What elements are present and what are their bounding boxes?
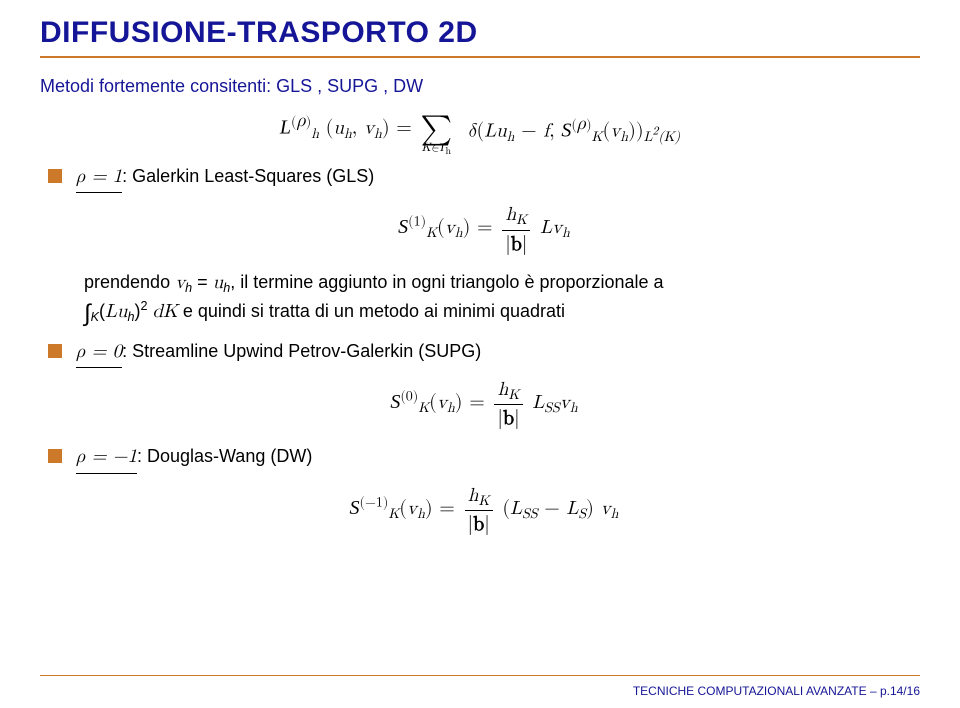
page-title: DIFFUSIONE-TRASPORTO 2D: [40, 16, 920, 50]
nested1-b: , il termine aggiunto in ogni triangolo …: [230, 272, 663, 292]
rho-1: ρ = 1: [76, 167, 122, 186]
formula-gls: S(1)K(vh) = hK|b| Lvh: [48, 201, 920, 256]
formula-supg: S(0)K(vh) = hK|b| LSSvh: [48, 376, 920, 431]
footer-text: TECNICHE COMPUTAZIONALI AVANZATE – p.14/…: [633, 684, 920, 698]
bullet-icon: [48, 344, 62, 358]
bullet3-desc: : Douglas-Wang (DW): [137, 446, 312, 466]
bullet2-desc: : Streamline Upwind Petrov-Galerkin (SUP…: [122, 341, 481, 361]
bullet-gls: ρ = 1: Galerkin Least-Squares (GLS): [48, 163, 920, 194]
nested-text-1: prendendo vh = uh, il termine aggiunto i…: [84, 269, 920, 332]
formula-dw: S(−1)K(vh) = hK|b| (LSS − LS) vh: [48, 482, 920, 537]
bullet1-desc: : Galerkin Least-Squares (GLS): [122, 166, 374, 186]
rho-0: ρ = 0: [76, 342, 122, 361]
nested1-c: e quindi si tratta di un metodo ai minim…: [178, 301, 565, 321]
bullet-icon: [48, 169, 62, 183]
bullet-dw: ρ = −1: Douglas-Wang (DW): [48, 443, 920, 474]
footer-rule: [40, 675, 920, 677]
bullet-list: ρ = 1: Galerkin Least-Squares (GLS) S(1)…: [48, 163, 920, 537]
rho-m1: ρ = −1: [76, 447, 137, 466]
bullet-icon: [48, 449, 62, 463]
nested1-a: prendendo: [84, 272, 175, 292]
main-formula: L(ρ)h (uh, vh) = ∑K∈Th δ(Luh − f, S(ρ)K(…: [40, 109, 920, 149]
subtitle: Metodi fortemente consitenti: GLS , SUPG…: [40, 76, 920, 97]
title-rule: [40, 56, 920, 58]
bullet-supg: ρ = 0: Streamline Upwind Petrov-Galerkin…: [48, 338, 920, 369]
